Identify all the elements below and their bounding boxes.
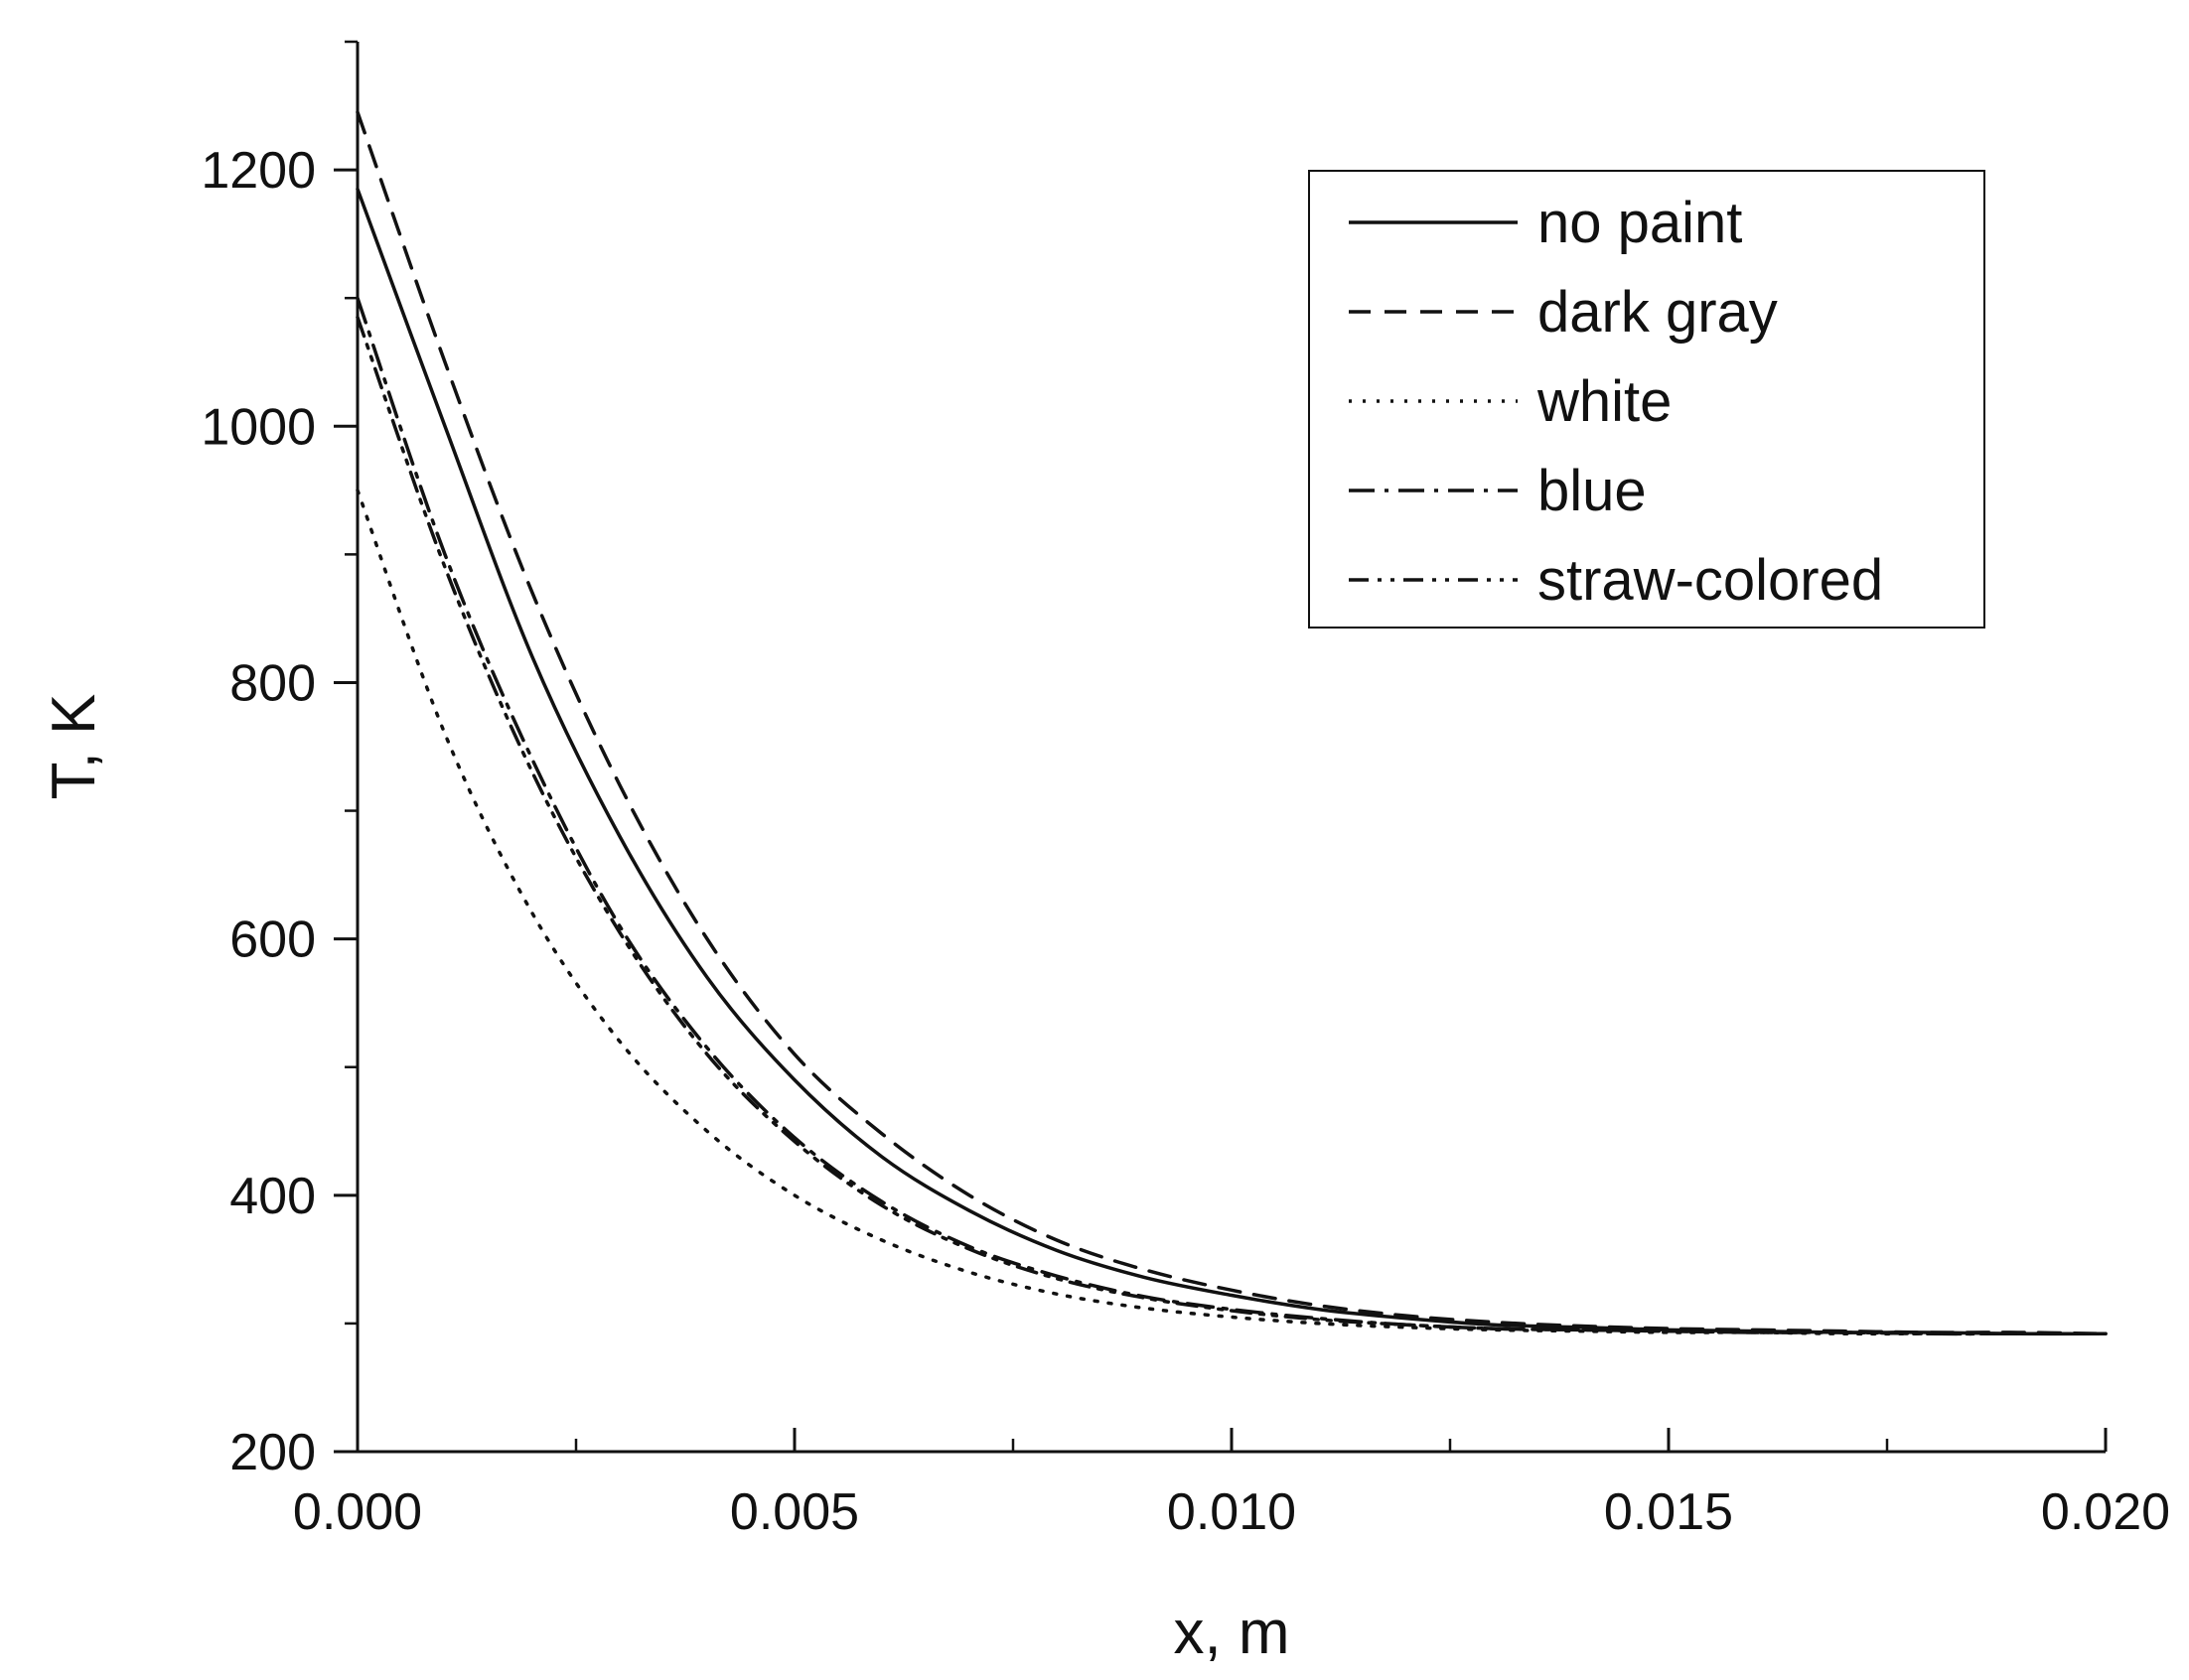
legend-label: no paint [1537, 191, 1742, 255]
legend: no paint dark gray white blue straw-colored [1308, 170, 1985, 629]
x-tick-label: 0.020 [2041, 1483, 2170, 1541]
y-tick-label: 1000 [201, 398, 316, 456]
legend-label: blue [1537, 459, 1647, 523]
y-tick-label: 800 [229, 654, 316, 712]
x-tick-label: 0.000 [293, 1483, 422, 1541]
x-tick-label: 0.005 [730, 1483, 859, 1541]
y-tick-label: 1200 [201, 142, 316, 200]
legend-box [1308, 170, 1985, 629]
y-axis-title: T, K [40, 694, 108, 800]
x-axis-title: x, m [1173, 1599, 1289, 1667]
legend-items: no paint dark gray white blue straw-colored [1349, 191, 1883, 613]
y-tick-label: 200 [229, 1424, 316, 1481]
series-line-dark-gray [356, 110, 2108, 1335]
series-group [356, 110, 2108, 1336]
legend-label: straw-colored [1537, 548, 1883, 613]
series-line-straw-colored [356, 315, 2108, 1336]
y-tick-label: 400 [229, 1168, 316, 1225]
y-tick-label: 600 [229, 911, 316, 969]
x-tick-label: 0.015 [1604, 1483, 1733, 1541]
ticks [334, 40, 2108, 1454]
tick-labels: 0.000 0.005 0.010 0.015 0.020 200 400 600 800 100… [201, 142, 2170, 1541]
legend-label: dark gray [1537, 280, 1778, 345]
legend-label: white [1536, 369, 1672, 434]
x-tick-label: 0.010 [1167, 1483, 1296, 1541]
